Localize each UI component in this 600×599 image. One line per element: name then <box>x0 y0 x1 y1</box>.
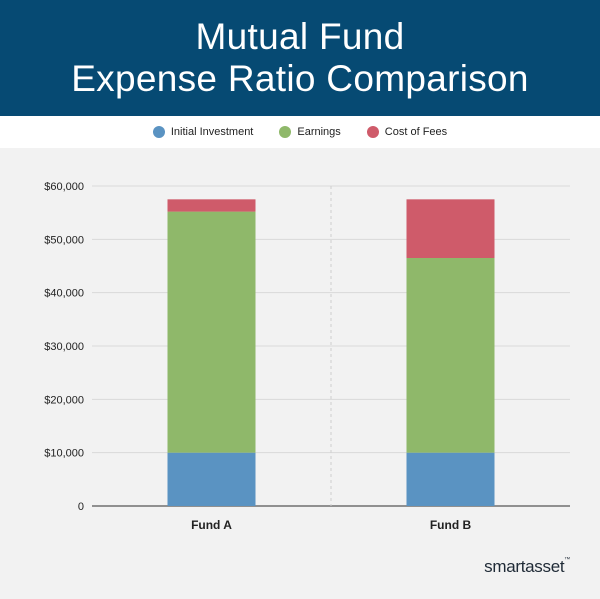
y-tick-label: 0 <box>78 501 84 513</box>
y-tick-label: $50,000 <box>44 234 84 246</box>
bar-initial-investment <box>406 452 495 506</box>
legend-swatch-cost-of-fees <box>366 126 379 138</box>
chart-title-line-2: Expense Ratio Comparison <box>71 58 529 99</box>
y-tick-label: $60,000 <box>44 181 84 193</box>
smartasset-logo: smartasset™ <box>484 557 570 577</box>
title-banner: Mutual Fund Expense Ratio Comparison <box>0 0 600 116</box>
chart-legend: Initial Investment Earnings Cost of Fees <box>0 116 600 148</box>
brand-name: smartasset <box>484 557 565 576</box>
legend-label: Earnings <box>297 126 341 138</box>
chart-title-line-1: Mutual Fund <box>195 16 405 57</box>
bar-initial-investment <box>167 452 256 506</box>
legend-swatch-initial-investment <box>152 126 165 138</box>
y-tick-label: $10,000 <box>44 448 84 460</box>
plot-background <box>0 148 600 599</box>
bar-earnings <box>167 211 256 453</box>
legend-label: Initial Investment <box>170 126 254 138</box>
x-tick-label: Fund B <box>430 518 472 532</box>
trademark-mark: ™ <box>564 557 570 563</box>
legend-label: Cost of Fees <box>384 126 448 138</box>
x-tick-label: Fund A <box>191 518 232 532</box>
bar-cost-of-fees <box>406 199 495 258</box>
legend-item-cost-of-fees: Cost of Fees <box>366 126 448 138</box>
legend-item-earnings: Earnings <box>279 126 341 138</box>
legend-swatch-earnings <box>279 126 292 138</box>
y-tick-label: $20,000 <box>44 394 84 406</box>
y-tick-label: $30,000 <box>44 341 84 353</box>
bar-earnings <box>406 258 495 453</box>
bar-cost-of-fees <box>167 199 256 212</box>
y-tick-label: $40,000 <box>44 288 84 300</box>
stacked-bar-chart: 0 $10,000 $20,000 $30,000 $40,000 $50,000 $60,… <box>44 181 570 532</box>
legend-item-initial-investment: Initial Investment <box>152 126 254 138</box>
